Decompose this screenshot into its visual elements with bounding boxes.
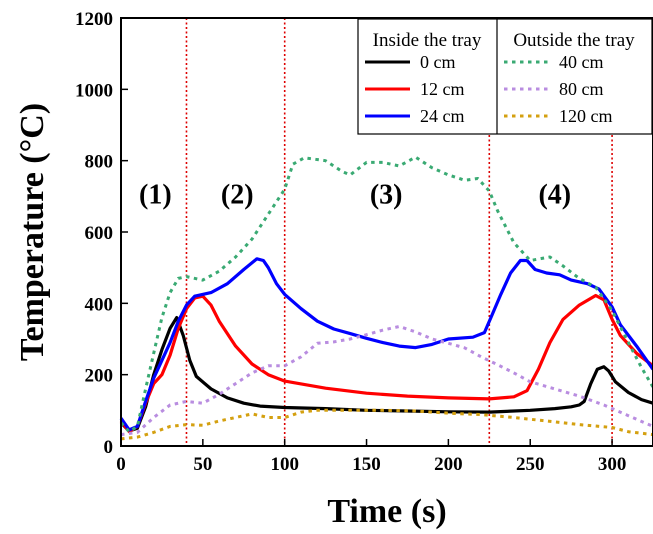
legend-group-title-inside: Inside the tray: [373, 30, 482, 51]
y-tick-label-400: 400: [85, 294, 114, 315]
x-tick-label-50: 50: [193, 454, 212, 475]
phase-label-4: (4): [538, 179, 571, 210]
y-axis: 0 200 400 600 800 1000 1200: [75, 9, 128, 458]
y-tick-label-1200: 1200: [75, 9, 113, 30]
x-axis: 0 50 100 150 200 250 300: [116, 439, 626, 475]
x-tick-label-300: 300: [598, 454, 627, 475]
series-line-40-cm: [119, 155, 653, 434]
x-tick-label-200: 200: [434, 454, 463, 475]
x-tick-label-250: 250: [516, 454, 545, 475]
series-line-120-cm: [120, 408, 653, 441]
series-lines: [119, 155, 653, 441]
x-axis-title: Time (s): [327, 493, 446, 530]
phase-label-3: (3): [370, 179, 403, 210]
x-tick-label-150: 150: [352, 454, 381, 475]
phase-label-1: (1): [139, 179, 172, 210]
y-axis-title: Temperature (°C): [14, 103, 51, 361]
y-tick-label-200: 200: [85, 366, 114, 387]
y-tick-label-800: 800: [85, 152, 114, 173]
legend-label-24-cm: 24 cm: [420, 106, 465, 126]
phase-label-2: (2): [221, 179, 254, 210]
series-line-80-cm: [120, 325, 653, 437]
y-tick-label-1000: 1000: [75, 80, 113, 101]
y-tick-label-0: 0: [104, 437, 114, 458]
legend-label-120-cm: 120 cm: [559, 106, 613, 126]
legend-label-0-cm: 0 cm: [420, 52, 456, 72]
legend-label-80-cm: 80 cm: [559, 79, 604, 99]
legend-items: 0 cm 12 cm 24 cm 40 cm 80 cm 120 cm: [365, 52, 613, 126]
legend: Inside the tray Outside the tray 0 cm 12 …: [357, 18, 653, 135]
phase-labels: (1) (2) (3) (4): [139, 179, 571, 210]
x-tick-label-0: 0: [116, 454, 126, 475]
series-line-24-cm: [119, 257, 653, 432]
y-tick-label-600: 600: [85, 223, 114, 244]
series-line-12-cm: [119, 293, 653, 434]
series-line-0-cm: [119, 316, 653, 433]
legend-label-12-cm: 12 cm: [420, 79, 465, 99]
legend-label-40-cm: 40 cm: [559, 52, 604, 72]
x-tick-label-100: 100: [270, 454, 299, 475]
legend-group-title-outside: Outside the tray: [513, 30, 635, 51]
